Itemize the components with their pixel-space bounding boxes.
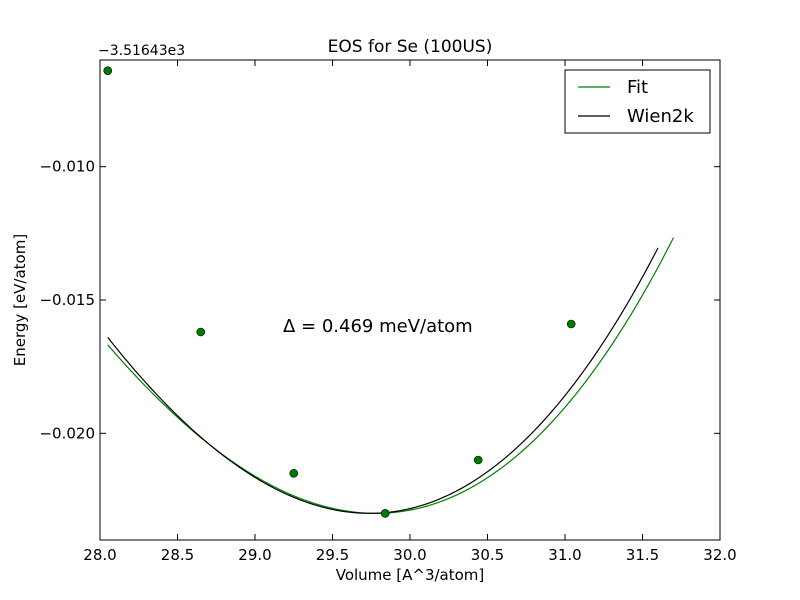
data-point [380, 509, 390, 518]
data-point [473, 455, 483, 465]
legend-label-wien2k: Wien2k [627, 106, 694, 127]
x-tick-label: 29.0 [238, 546, 271, 564]
x-axis-ticks: 28.0 28.5 29.0 29.5 30.0 30.5 31.0 31.5 32.0 [83, 60, 737, 564]
legend: Fit Wien2k [564, 69, 711, 134]
data-point [196, 327, 206, 337]
legend-label-fit: Fit [627, 77, 648, 98]
x-tick-label: 28.0 [83, 546, 116, 564]
data-points [103, 66, 576, 518]
x-tick-label: 30.0 [393, 546, 426, 564]
x-tick-label: 31.5 [626, 546, 659, 564]
x-tick-label: 28.5 [161, 546, 194, 564]
y-tick-label: −0.020 [39, 424, 95, 442]
x-tick-label: 32.0 [703, 546, 736, 564]
x-axis-label: Volume [A^3/atom] [336, 566, 485, 584]
x-tick-label: 30.5 [471, 546, 504, 564]
y-axis-ticks: −0.010 −0.015 −0.020 [39, 158, 720, 442]
y-tick-label: −0.010 [39, 158, 95, 176]
data-point [566, 319, 576, 329]
delta-annotation: Δ = 0.469 meV/atom [283, 316, 473, 337]
legend-box [564, 69, 711, 134]
chart-title: EOS for Se (100US) [328, 37, 493, 57]
y-offset-label: −3.51643e3 [98, 43, 185, 59]
y-axis-label: Energy [eV/atom] [11, 234, 29, 366]
x-tick-label: 31.0 [548, 546, 581, 564]
x-tick-label: 29.5 [316, 546, 349, 564]
data-point [103, 66, 113, 75]
y-tick-label: −0.015 [39, 291, 95, 309]
data-point [289, 469, 299, 478]
